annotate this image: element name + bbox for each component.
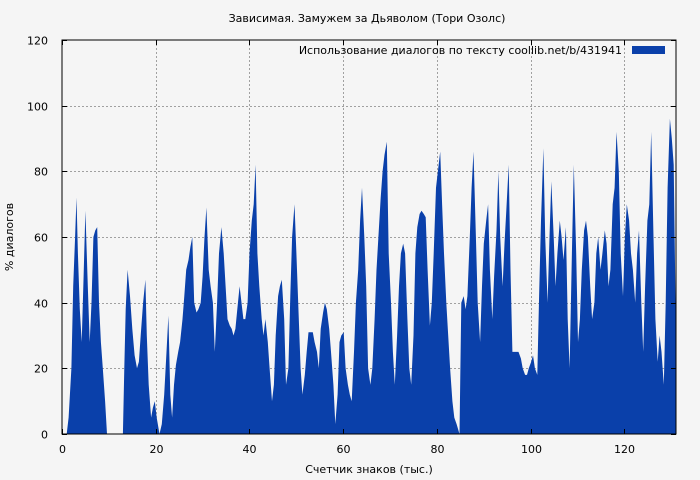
x-axis-label: Счетчик знаков (тыс.) <box>305 463 433 476</box>
y-axis-label: % диалогов <box>3 203 16 271</box>
series-area <box>62 118 676 435</box>
y-tick-label: 0 <box>41 429 48 442</box>
y-tick-label: 100 <box>27 101 48 114</box>
legend-swatch <box>632 46 665 54</box>
chart-title: Зависимая. Замужем за Дьяволом (Тори Озо… <box>229 12 506 25</box>
x-tick-label: 100 <box>521 443 542 456</box>
legend: Использование диалогов по тексту coollib… <box>299 44 665 57</box>
x-tick-label: 0 <box>59 443 66 456</box>
y-tick-label: 40 <box>34 298 48 311</box>
y-tick-label: 120 <box>27 35 48 48</box>
x-tick-label: 60 <box>337 443 351 456</box>
y-tick-label: 20 <box>34 363 48 376</box>
x-tick-label: 120 <box>614 443 635 456</box>
legend-label: Использование диалогов по тексту coollib… <box>299 44 622 57</box>
y-tick-label: 60 <box>34 232 48 245</box>
x-tick-label: 80 <box>431 443 445 456</box>
y-axis-ticks: 0 20 40 60 80 100 120 <box>27 35 676 442</box>
x-tick-label: 40 <box>243 443 257 456</box>
y-tick-label: 80 <box>34 166 48 179</box>
x-axis-ticks: 0 20 40 60 80 100 120 <box>59 40 635 456</box>
x-tick-label: 20 <box>150 443 164 456</box>
